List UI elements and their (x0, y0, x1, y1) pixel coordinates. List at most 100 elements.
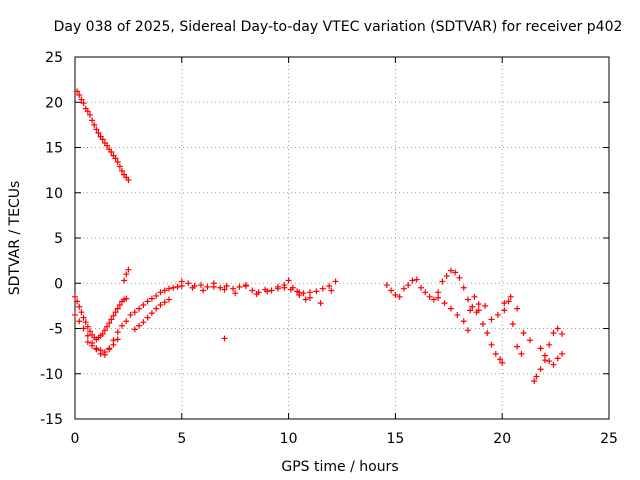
data-point (93, 126, 100, 133)
data-point (210, 283, 217, 290)
data-point (123, 295, 130, 302)
data-point (300, 290, 307, 297)
data-point (185, 280, 192, 287)
data-point (306, 294, 313, 301)
data-point (554, 355, 561, 362)
y-axis-label: SDTVAR / TECUs (7, 181, 23, 296)
data-point (148, 310, 155, 317)
data-point (313, 288, 320, 295)
data-point (465, 296, 472, 303)
data-point (140, 301, 147, 308)
data-point (131, 309, 138, 316)
data-point (317, 300, 324, 307)
data-point (460, 318, 467, 325)
data-point (439, 278, 446, 285)
y-tick-label: 15 (45, 141, 63, 157)
y-tick-labels: -15 -10 -5 0 5 10 15 20 25 (40, 50, 63, 428)
data-point (443, 273, 450, 280)
data-point (221, 286, 228, 293)
data-point (221, 335, 228, 342)
data-point (104, 142, 111, 149)
data-point (505, 298, 512, 305)
data-point (550, 361, 557, 368)
data-point (76, 303, 83, 310)
data-point (479, 320, 486, 327)
data-point (328, 287, 335, 294)
data-point (125, 266, 132, 273)
data-point (546, 358, 553, 365)
data-point (97, 347, 104, 354)
data-point (99, 330, 106, 337)
data-point (274, 283, 281, 290)
data-point (84, 339, 91, 346)
data-point (86, 111, 93, 118)
data-point (409, 277, 416, 284)
data-point (550, 330, 557, 337)
data-point (110, 312, 117, 319)
data-point (72, 311, 78, 318)
data-point (400, 285, 407, 292)
y-tick-label: 20 (45, 95, 63, 111)
data-point (170, 284, 177, 291)
data-point (121, 277, 128, 284)
data-point (200, 287, 207, 294)
data-point (537, 345, 544, 352)
y-tick-label: -15 (40, 412, 63, 428)
data-point (471, 293, 478, 300)
data-point (319, 285, 326, 292)
data-point (441, 300, 448, 307)
data-point (242, 282, 249, 289)
data-point (230, 285, 237, 292)
data-point (108, 149, 115, 156)
data-point (112, 309, 119, 316)
data-point (264, 288, 271, 295)
data-point (86, 328, 93, 335)
data-point (80, 325, 87, 332)
x-tick-labels: 0 5 10 15 20 25 (71, 431, 618, 447)
data-point (153, 305, 160, 312)
data-point (223, 282, 230, 289)
data-point (93, 345, 100, 352)
data-point (76, 318, 83, 325)
data-point (460, 284, 467, 291)
data-point (84, 108, 91, 115)
data-point (144, 298, 151, 305)
x-tick-label: 20 (493, 431, 511, 447)
data-point (101, 349, 108, 356)
y-tick-label: -5 (49, 322, 63, 338)
data-point (165, 285, 172, 292)
data-point (198, 282, 205, 289)
data-point (501, 307, 508, 314)
data-point (76, 92, 83, 99)
data-point (165, 296, 172, 303)
data-point (118, 168, 125, 175)
data-point (253, 291, 260, 298)
axis-ticks (74, 56, 610, 420)
data-point (501, 300, 508, 307)
data-point (118, 322, 125, 329)
data-point (452, 269, 459, 276)
chart-title: Day 038 of 2025, Sidereal Day-to-day VTE… (54, 19, 623, 35)
data-point (332, 278, 339, 285)
data-point (136, 305, 143, 312)
data-point (114, 305, 121, 312)
data-point (554, 325, 561, 332)
data-point (123, 318, 130, 325)
data-point (123, 271, 130, 278)
data-point (526, 337, 533, 344)
data-point (72, 293, 78, 300)
data-point (89, 117, 96, 124)
data-point (136, 322, 143, 329)
data-point (99, 136, 106, 143)
y-tick-label: 0 (54, 276, 63, 292)
data-point (465, 327, 472, 334)
data-point (306, 289, 313, 296)
data-point (116, 163, 123, 170)
data-point (499, 359, 506, 366)
data-point (74, 298, 81, 305)
data-point (546, 341, 553, 348)
data-point (383, 282, 390, 289)
data-point (189, 284, 196, 291)
data-point (144, 314, 151, 321)
